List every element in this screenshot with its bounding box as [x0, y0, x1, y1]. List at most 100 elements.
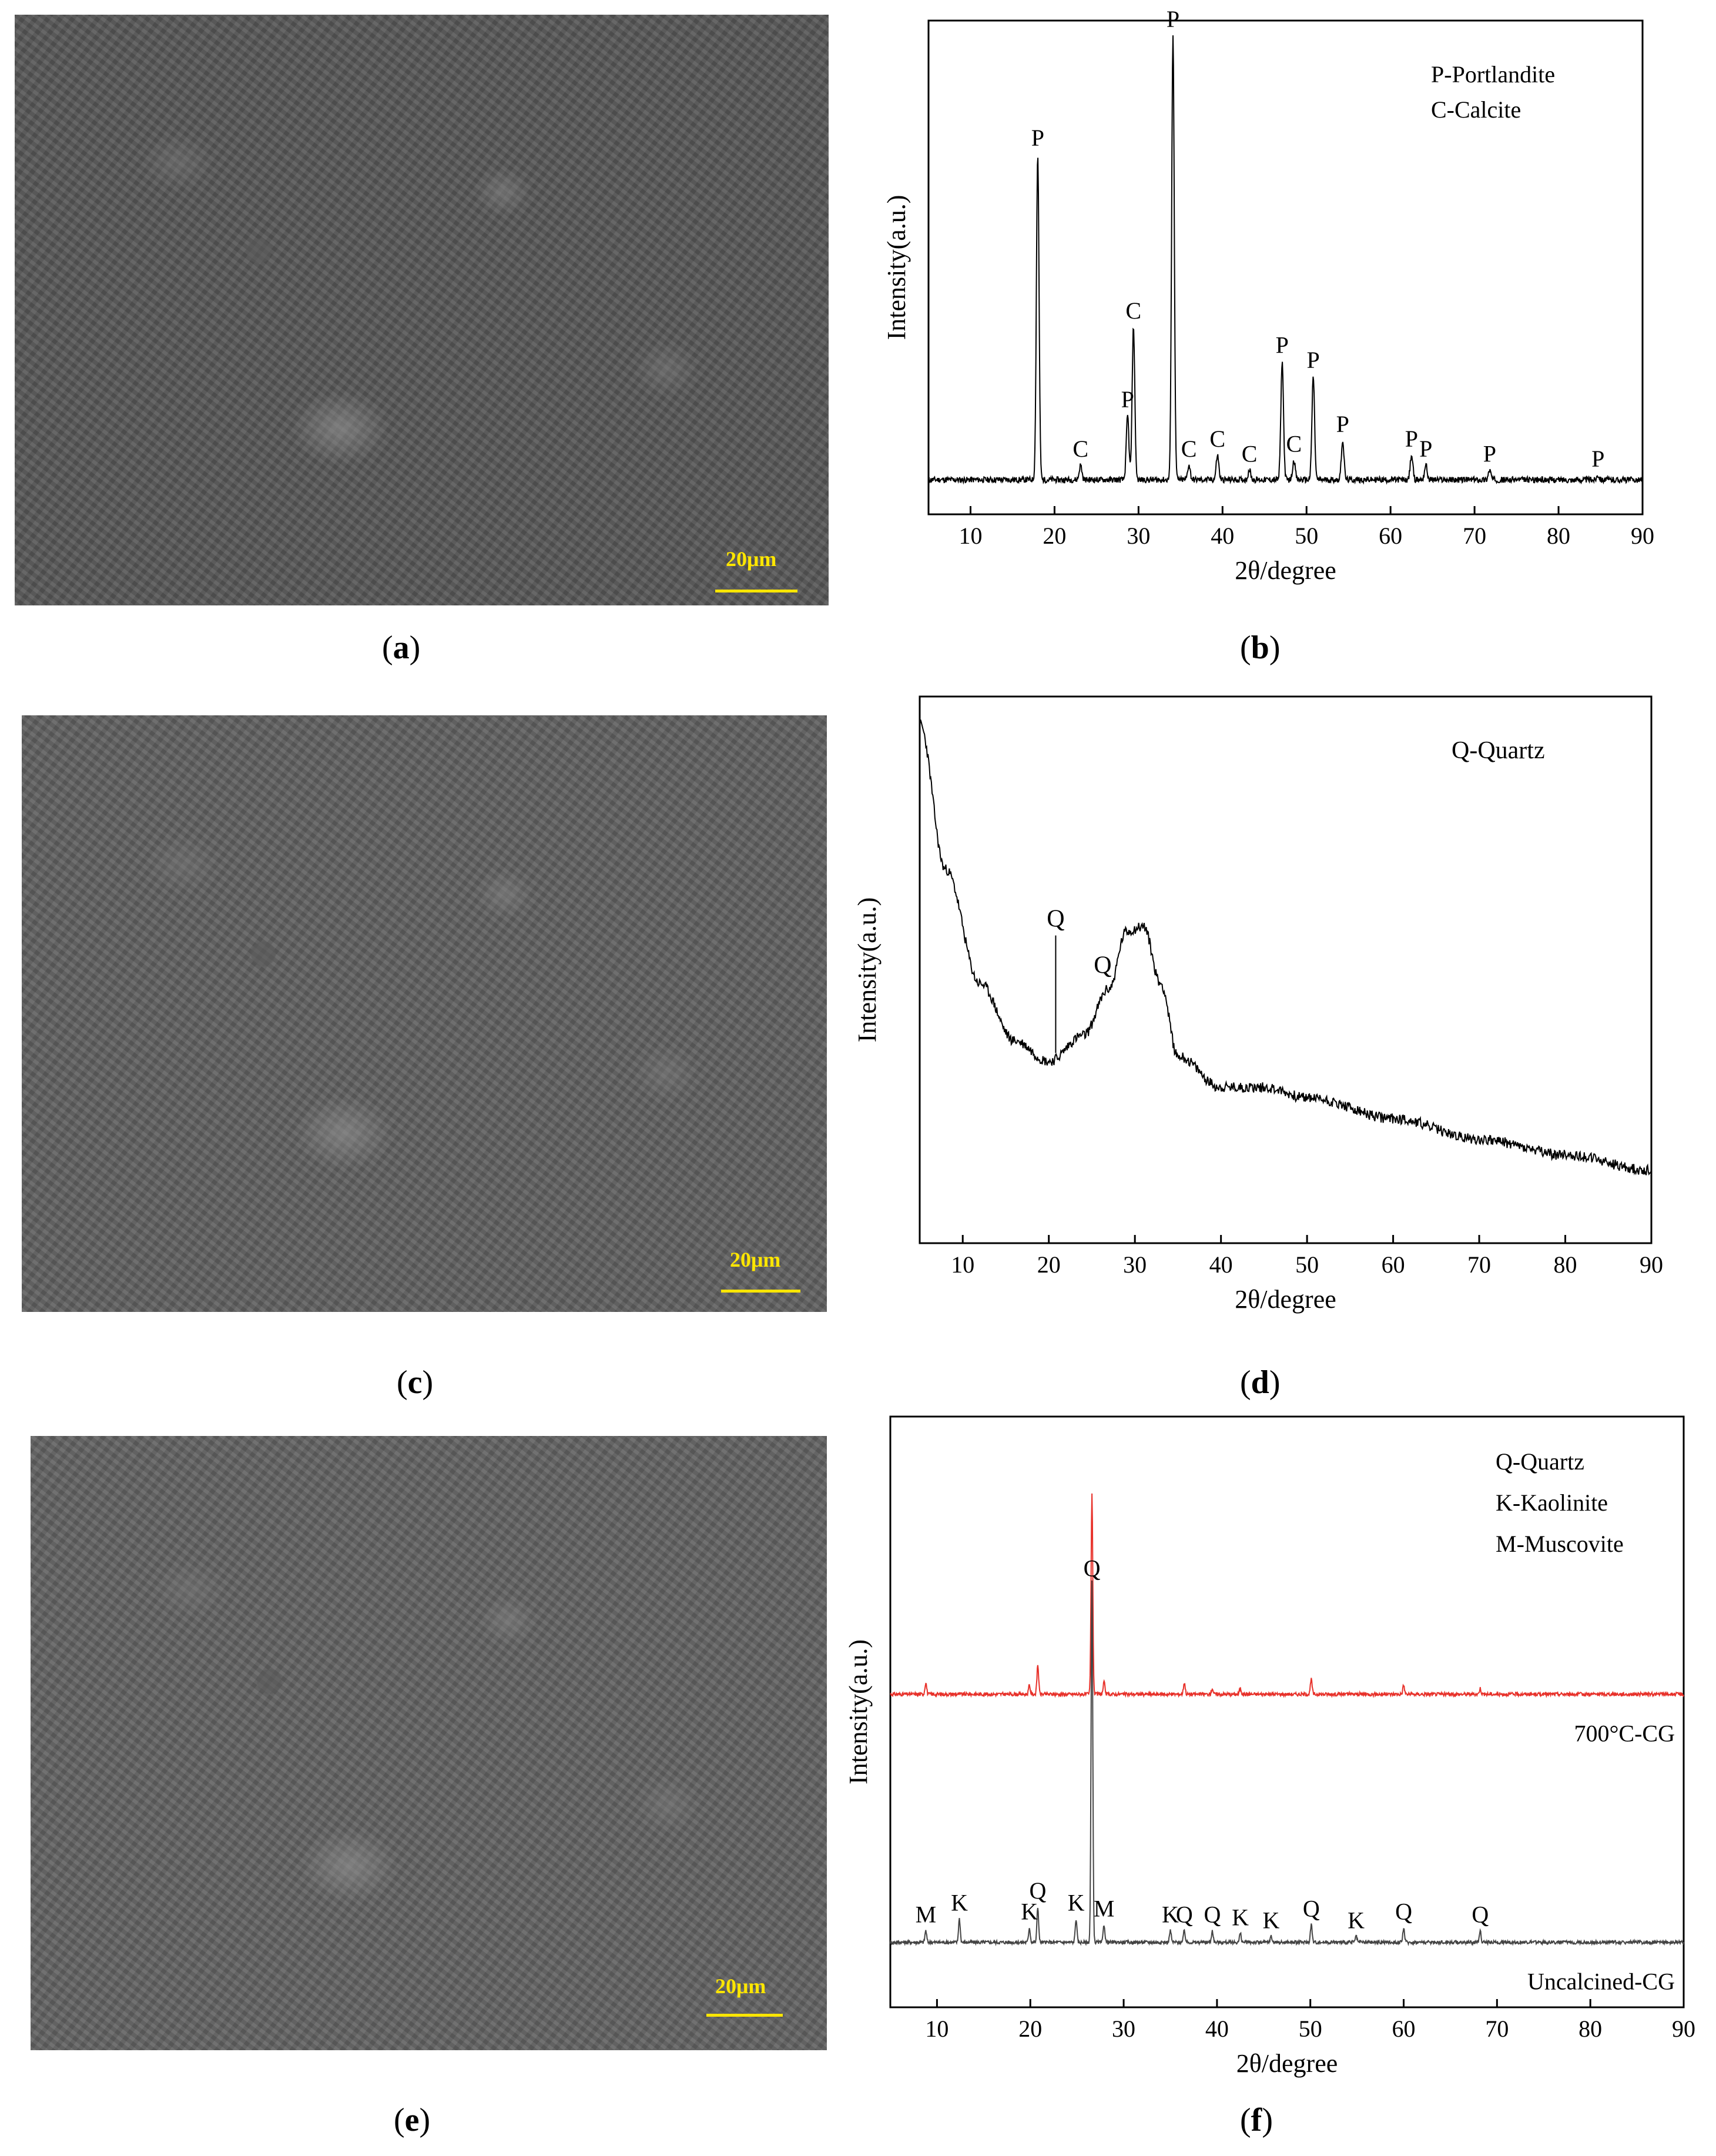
- peak-label-K: K: [1021, 1898, 1038, 1924]
- x-axis-label: 2θ/degree: [1235, 556, 1336, 585]
- y-axis-label: Intensity(a.u.): [844, 1639, 873, 1785]
- series-line: [919, 719, 1652, 1176]
- peak-label-C: C: [1181, 436, 1197, 462]
- x-tick-label: 60: [1392, 2016, 1416, 2042]
- peak-label-P: P: [1405, 426, 1418, 452]
- x-tick-label: 90: [1672, 2016, 1695, 2042]
- x-tick-label: 80: [1554, 1251, 1577, 1278]
- peak-label-Q: Q: [1303, 1895, 1320, 1921]
- scale-bar: [706, 2014, 783, 2017]
- x-tick-label: 20: [1037, 1251, 1061, 1278]
- peak-label-K: K: [1348, 1907, 1365, 1933]
- peak-label-Q: Q: [1472, 1901, 1489, 1927]
- peak-label-P: P: [1336, 411, 1349, 437]
- panel-label-a: (a): [382, 630, 421, 666]
- x-tick-label: 80: [1547, 523, 1570, 549]
- x-tick-label: 60: [1382, 1251, 1405, 1278]
- y-axis-label: Intensity(a.u.): [853, 898, 882, 1043]
- peak-label-P: P: [1031, 125, 1044, 151]
- peak-label-Q: Q: [1395, 1898, 1412, 1924]
- peak-label-K: K: [1162, 1901, 1179, 1927]
- x-tick-label: 70: [1463, 523, 1486, 549]
- x-tick-label: 30: [1123, 1251, 1147, 1278]
- legend-entry: C-Calcite: [1431, 96, 1521, 123]
- sem-image-a: 20μm: [15, 15, 829, 605]
- panel-label-c: (c): [397, 1364, 434, 1401]
- x-tick-label: 30: [1127, 523, 1150, 549]
- peak-label-C: C: [1072, 436, 1088, 462]
- panel-label-e: (e): [394, 2102, 431, 2138]
- panel-label-f: (f): [1240, 2102, 1273, 2138]
- series-line-calcined: [890, 1493, 1684, 1699]
- legend-entry: Q-Quartz: [1452, 737, 1545, 764]
- x-tick-label: 10: [925, 2016, 949, 2042]
- peak-label-C: C: [1286, 431, 1302, 457]
- peak-label-P: P: [1591, 446, 1604, 472]
- peak-label-P: P: [1483, 440, 1496, 467]
- scale-bar-label: 20μm: [726, 547, 777, 571]
- peak-label-Q: Q: [1029, 1877, 1046, 1904]
- panel-label-d: (d): [1240, 1364, 1281, 1401]
- series-label: Uncalcined-CG: [1527, 1968, 1675, 1994]
- peak-label-P: P: [1276, 332, 1289, 359]
- series-line: [928, 35, 1643, 485]
- x-axis-label: 2θ/degree: [1235, 1285, 1336, 1314]
- x-tick-label: 60: [1379, 523, 1402, 549]
- peak-label-K: K: [1263, 1907, 1280, 1933]
- x-tick-label: 20: [1043, 523, 1066, 549]
- legend-entry: P-Portlandite: [1431, 61, 1555, 88]
- plot-frame: [927, 19, 1644, 515]
- y-axis-label: Intensity(a.u.): [882, 195, 911, 340]
- sem-image-c: 20μm: [22, 715, 827, 1312]
- peak-label-Q: Q: [1204, 1901, 1221, 1927]
- x-tick-label: 70: [1467, 1251, 1491, 1278]
- scale-bar: [721, 1290, 800, 1293]
- series-label: 700°C-CG: [1574, 1720, 1675, 1746]
- plot-frame: [919, 695, 1653, 1244]
- panel-label-b: (b): [1240, 630, 1281, 666]
- peak-label-Q: Q: [1176, 1901, 1193, 1927]
- legend-entry: M-Muscovite: [1496, 1531, 1624, 1557]
- x-tick-label: 50: [1295, 523, 1318, 549]
- peak-label-K: K: [1232, 1904, 1249, 1930]
- scale-bar: [715, 590, 797, 592]
- peak-label-C: C: [1242, 440, 1258, 467]
- peak-label-C: C: [1209, 426, 1225, 452]
- peak-label-K: K: [951, 1889, 968, 1916]
- x-tick-label: 90: [1640, 1251, 1663, 1278]
- x-tick-label: 90: [1631, 523, 1654, 549]
- xrd-chart-f: 10 20 30 40 50 60 70 80 90 2θ/degree Intensity(a.u…: [844, 1415, 1695, 2078]
- scale-bar-label: 20μm: [730, 1248, 781, 1271]
- peak-label-Q: Q: [1084, 1555, 1101, 1581]
- x-tick-label: 70: [1485, 2016, 1509, 2042]
- x-tick-label: 80: [1578, 2016, 1602, 2042]
- legend-entry: K-Kaolinite: [1496, 1489, 1608, 1516]
- x-tick-label: 30: [1112, 2016, 1135, 2042]
- peak-label-K: K: [1068, 1889, 1085, 1916]
- x-tick-label: 50: [1299, 2016, 1322, 2042]
- x-tick-label: 20: [1018, 2016, 1042, 2042]
- x-tick-label: 40: [1205, 2016, 1229, 2042]
- peak-label-M: M: [916, 1901, 937, 1927]
- peak-label-P: P: [1307, 347, 1320, 373]
- sem-image-e: 20μm: [31, 1436, 827, 2050]
- legend-entry: Q-Quartz: [1496, 1448, 1584, 1475]
- x-tick-label: 40: [1211, 523, 1234, 549]
- peak-label-P: P: [1167, 6, 1179, 32]
- x-tick-label: 10: [958, 523, 982, 549]
- peak-label-C: C: [1125, 297, 1141, 324]
- peak-label-M: M: [1094, 1895, 1115, 1921]
- series-line-uncalcined: [890, 1580, 1684, 1947]
- xrd-chart-d: 10 20 30 40 50 60 70 80 90 2θ/degree Intensity(a.u…: [853, 695, 1663, 1314]
- peak-label-P: P: [1121, 386, 1134, 413]
- annotation-label: Q: [1047, 906, 1064, 933]
- x-tick-label: 10: [951, 1251, 974, 1278]
- xrd-chart-b: 10 20 30 40 50 60 70 80 90 2θ/degree Intensity(a.u…: [882, 6, 1654, 585]
- plot-frame: [889, 1415, 1685, 2008]
- x-axis-label: 2θ/degree: [1236, 2049, 1338, 2078]
- x-tick-label: 40: [1209, 1251, 1233, 1278]
- annotation-label: Q: [1094, 952, 1111, 979]
- peak-label-P: P: [1419, 436, 1432, 462]
- x-tick-label: 50: [1295, 1251, 1319, 1278]
- scale-bar-label: 20μm: [715, 1974, 766, 1998]
